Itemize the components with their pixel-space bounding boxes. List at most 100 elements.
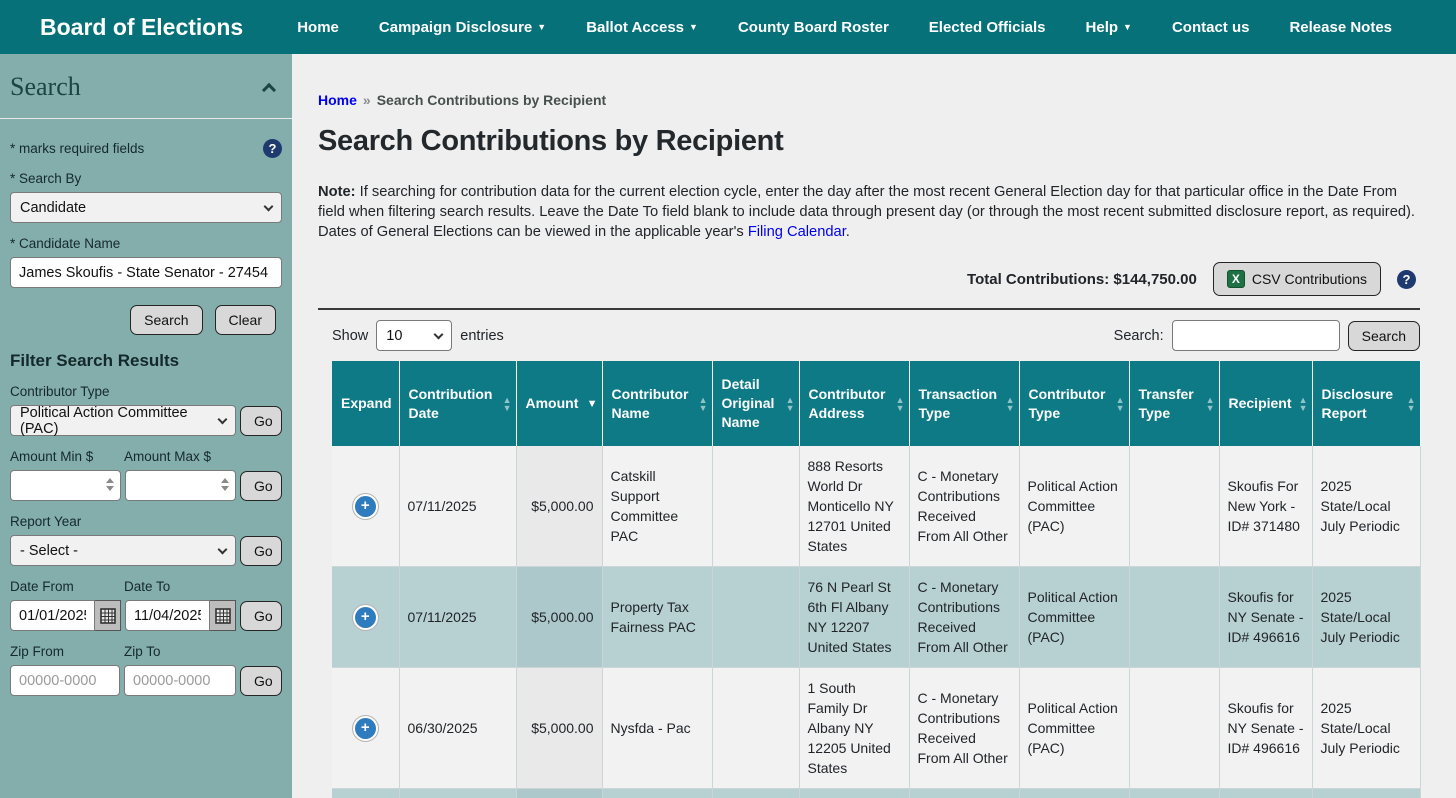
nav-item-release-notes[interactable]: Release Notes <box>1289 19 1392 36</box>
cell-detail-original-name <box>712 667 800 789</box>
col-header-contributor-type[interactable]: Contributor Type ▲ ▼ <box>1019 361 1130 446</box>
search-button[interactable]: Search <box>130 305 203 335</box>
report-year-select[interactable]: - Select - <box>10 535 236 566</box>
table-row: +07/11/2025 $5,000.00 Catskill Support Com… <box>332 446 1421 567</box>
zip-go-button[interactable]: Go <box>240 665 282 696</box>
nav-item-campaign-disclosure[interactable]: Campaign Disclosure ▼ <box>379 19 546 36</box>
cell-amount: $5,000.00 <box>516 566 603 668</box>
caret-down-icon: ▼ <box>689 21 698 32</box>
report-year-label: Report Year <box>10 514 82 529</box>
col-header-label: Contributor Type <box>1028 385 1106 421</box>
help-icon[interactable]: ? <box>1397 269 1416 289</box>
help-icon[interactable]: ? <box>263 139 282 158</box>
contributor-type-select[interactable]: Political Action Committee (PAC) <box>10 404 236 437</box>
total-contributions: Total Contributions: $144,750.00 <box>967 270 1197 288</box>
date-from-input[interactable] <box>10 600 95 631</box>
amount-go-button[interactable]: Go <box>240 470 282 501</box>
chevron-up-icon[interactable] <box>261 82 277 97</box>
nav-item-home[interactable]: Home <box>297 19 339 36</box>
page-size-select[interactable]: 10 <box>376 320 453 351</box>
expand-cell <box>332 788 400 798</box>
search-by-label: * Search By <box>10 171 82 186</box>
calendar-icon[interactable] <box>95 600 121 631</box>
col-header-contributor-address[interactable]: Contributor Address ▲ ▼ <box>799 361 910 446</box>
cell-amount: $5,000.00 <box>516 446 603 567</box>
date-to-input[interactable] <box>125 600 210 631</box>
cell-detail-original-name <box>712 788 800 798</box>
date-to-label: Date To <box>124 579 171 594</box>
nav-item-county-board-roster[interactable]: County Board Roster <box>738 19 889 36</box>
col-header-label: Expand <box>341 395 392 411</box>
plus-icon: + <box>354 717 376 739</box>
amount-min-input[interactable] <box>10 470 121 501</box>
sort-icon: ▲ ▼ <box>502 394 512 413</box>
nav-item-label: Help <box>1085 18 1119 36</box>
col-header-label: Recipient <box>1228 395 1292 411</box>
cell-amount <box>516 788 603 798</box>
filing-calendar-link[interactable]: Filing Calendar <box>747 224 846 240</box>
col-header-amount[interactable]: Amount ▼ <box>516 361 603 446</box>
sidebar-header[interactable]: Search <box>0 54 292 119</box>
col-header-transfer-type[interactable]: Transfer Type ▲ ▼ <box>1129 361 1220 446</box>
search-by-select[interactable]: Candidate <box>10 192 282 223</box>
table-search-input[interactable] <box>1171 320 1340 351</box>
page-size-value: 10 <box>386 327 403 344</box>
breadcrumb-home-link[interactable]: Home <box>318 92 357 108</box>
col-header-transaction-type[interactable]: Transaction Type ▲ ▼ <box>909 361 1020 446</box>
nav-item-ballot-access[interactable]: Ballot Access ▼ <box>586 19 698 36</box>
cell-contribution-date: 07/11/2025 <box>399 566 517 668</box>
expand-button[interactable]: + <box>351 492 379 520</box>
date-go-button[interactable]: Go <box>240 600 282 631</box>
sort-icon: ▲ ▼ <box>895 394 905 413</box>
report-year-go-button[interactable]: Go <box>240 535 282 566</box>
cell-contributor-address: 1 South Family Dr Albany NY 12205 United… <box>799 667 910 789</box>
cell-amount: $5,000.00 <box>516 667 603 789</box>
clear-button[interactable]: Clear <box>214 305 276 335</box>
calendar-icon[interactable] <box>210 600 236 631</box>
cell-detail-original-name <box>712 566 800 668</box>
note-bold: Note: <box>318 184 356 200</box>
cell-recipient: Skoufis for <box>1219 788 1313 798</box>
app-brand[interactable]: Board of Elections <box>40 13 244 40</box>
amount-min-label: Amount Min $ <box>10 449 94 464</box>
nav-item-help[interactable]: Help ▼ <box>1086 19 1132 36</box>
zip-to-input[interactable] <box>124 665 236 696</box>
col-header-label: Contributor Address <box>808 385 886 421</box>
main-content: Home » Search Contributions by Recipient S… <box>292 54 1456 798</box>
col-header-disclosure-report[interactable]: Disclosure Report ▲ ▼ <box>1312 361 1421 446</box>
amount-max-input[interactable] <box>125 470 236 501</box>
csv-contributions-button[interactable]: X CSV Contributions <box>1212 262 1381 296</box>
nav-item-label: Ballot Access <box>586 18 685 36</box>
col-header-recipient[interactable]: Recipient ▲ ▼ <box>1219 361 1313 446</box>
contributor-type-label: Contributor Type <box>10 384 110 399</box>
nav-item-contact-us[interactable]: Contact us <box>1172 19 1250 36</box>
table-search-button[interactable]: Search <box>1347 320 1420 351</box>
caret-down-icon: ▼ <box>1123 21 1132 32</box>
contributor-type-value: Political Action Committee (PAC) <box>20 404 188 437</box>
cell-disclosure-report: 2025 State/Local July Periodic <box>1312 566 1421 668</box>
cell-contributor-type: Political Action <box>1019 788 1130 798</box>
contributor-type-go-button[interactable]: Go <box>240 405 282 436</box>
nav-item-label: Release Notes <box>1289 18 1393 36</box>
chevron-down-icon <box>433 329 444 339</box>
col-header-contribution-date[interactable]: Contribution Date ▲ ▼ <box>399 361 517 446</box>
cell-contributor-type: Political Action Committee (PAC) <box>1019 667 1130 789</box>
cell-transfer-type <box>1129 446 1220 567</box>
nav-item-elected-officials[interactable]: Elected Officials <box>929 19 1046 36</box>
nav-item-label: Home <box>297 18 339 36</box>
stepper-icon[interactable] <box>106 478 114 491</box>
expand-button[interactable]: + <box>351 714 379 742</box>
candidate-name-label: * Candidate Name <box>10 236 121 251</box>
cell-contribution-date: 06/30/2025 <box>399 667 517 789</box>
col-header-detail-original-name[interactable]: Detail Original Name ▲ ▼ <box>712 361 800 446</box>
amount-max-label: Amount Max $ <box>124 449 212 464</box>
col-header-contributor-name[interactable]: Contributor Name ▲ ▼ <box>602 361 713 446</box>
plus-icon: + <box>354 606 376 628</box>
nav-item-label: Contact us <box>1171 18 1250 36</box>
zip-from-input[interactable] <box>10 665 120 696</box>
candidate-name-input[interactable] <box>10 257 282 288</box>
stepper-icon[interactable] <box>221 478 229 491</box>
cell-disclosure-report: 2025 State/Local July Periodic <box>1312 667 1421 789</box>
cell-transaction-type: C - Monetary <box>909 788 1020 798</box>
expand-button[interactable]: + <box>351 603 379 631</box>
